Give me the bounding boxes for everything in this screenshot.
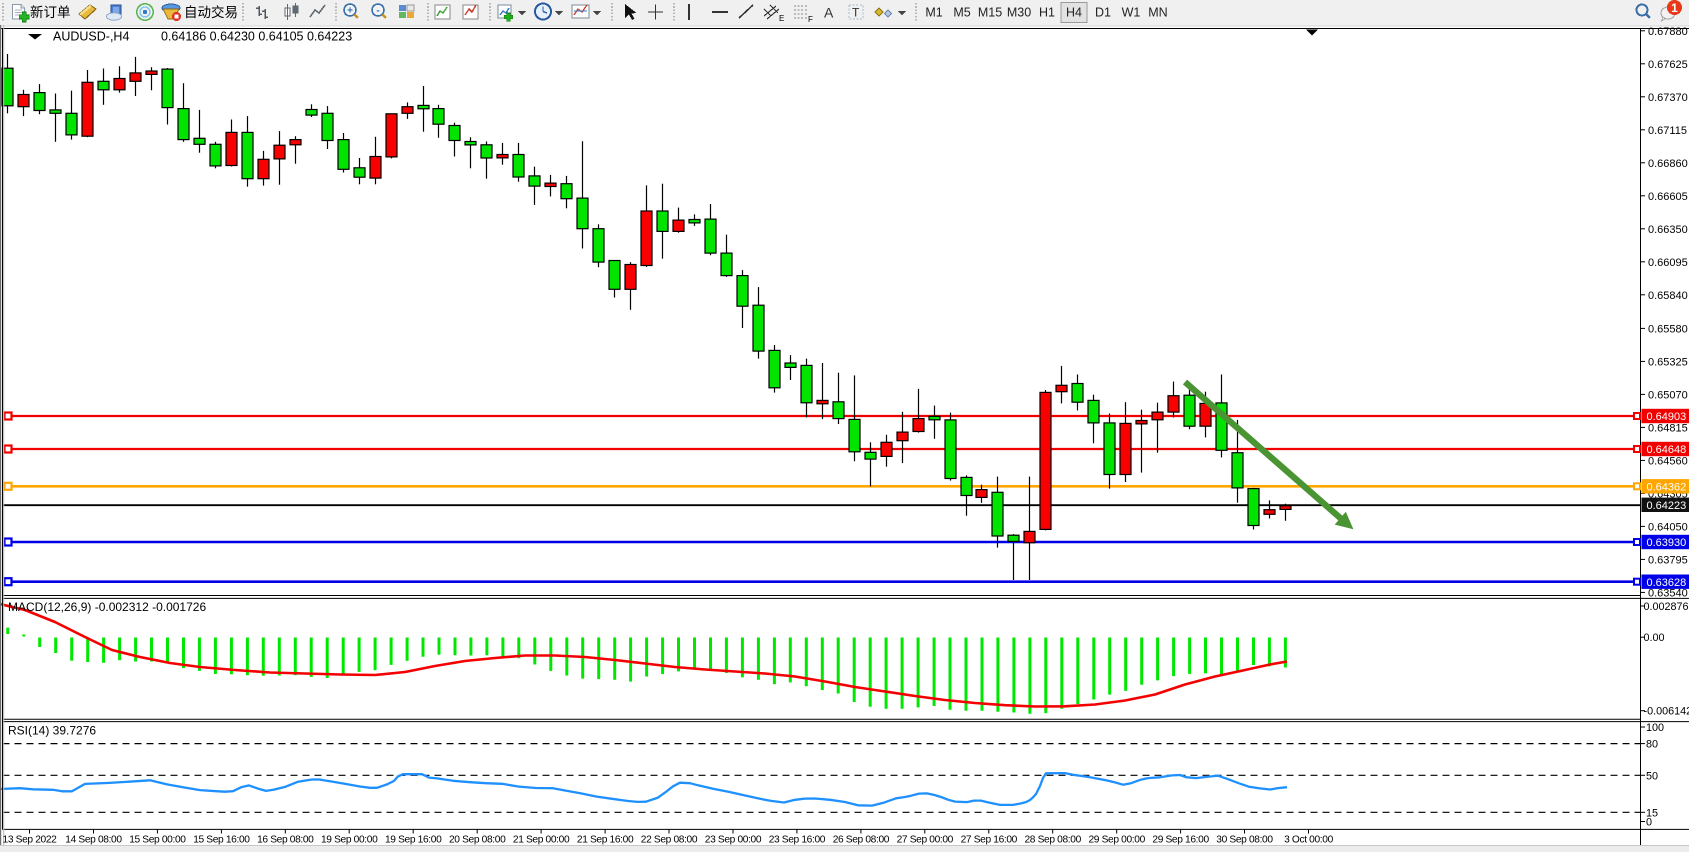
svg-text:19 Sep 00:00: 19 Sep 00:00 [321,835,378,846]
svg-text:80: 80 [1646,739,1658,751]
svg-text:14 Sep 08:00: 14 Sep 08:00 [65,835,122,846]
svg-text:0.002876: 0.002876 [1644,601,1689,613]
svg-text:0.65070: 0.65070 [1648,389,1688,401]
svg-text:21 Sep 00:00: 21 Sep 00:00 [513,835,570,846]
svg-text:-: - [376,6,379,17]
svg-text:0.67625: 0.67625 [1648,59,1688,71]
svg-text:26 Sep 08:00: 26 Sep 08:00 [833,835,890,846]
svg-text:0.65580: 0.65580 [1648,323,1688,335]
svg-text:0.64223: 0.64223 [1647,500,1687,512]
svg-text:M15: M15 [978,6,1002,20]
svg-text:0.64560: 0.64560 [1648,455,1688,467]
svg-text:0.64186 0.64230 0.64105 0.6422: 0.64186 0.64230 0.64105 0.64223 [161,30,352,44]
svg-text:29 Sep 16:00: 29 Sep 16:00 [1152,835,1209,846]
svg-text:29 Sep 00:00: 29 Sep 00:00 [1088,835,1145,846]
svg-text:19 Sep 16:00: 19 Sep 16:00 [385,835,442,846]
svg-text:0.64815: 0.64815 [1648,422,1688,434]
svg-text:H1: H1 [1039,6,1055,20]
svg-text:1: 1 [1671,1,1678,15]
svg-text:MN: MN [1148,6,1167,20]
svg-text:0.63930: 0.63930 [1647,537,1687,549]
svg-text:23 Sep 16:00: 23 Sep 16:00 [769,835,826,846]
svg-text:0.67880: 0.67880 [1648,26,1688,38]
svg-text:M30: M30 [1007,6,1031,20]
svg-text:100: 100 [1646,722,1664,734]
svg-text:22 Sep 08:00: 22 Sep 08:00 [641,835,698,846]
svg-text:0.63795: 0.63795 [1648,554,1688,566]
svg-text:-0.006142: -0.006142 [1644,706,1689,718]
svg-text:M5: M5 [953,6,970,20]
svg-text:W1: W1 [1122,6,1141,20]
svg-text:H4: H4 [1066,6,1082,20]
svg-text:16 Sep 08:00: 16 Sep 08:00 [257,835,314,846]
svg-text:27 Sep 16:00: 27 Sep 16:00 [961,835,1018,846]
svg-text:0.67115: 0.67115 [1648,125,1687,137]
svg-text:0.64648: 0.64648 [1647,444,1687,456]
svg-text:RSI(14) 39.7276: RSI(14) 39.7276 [8,724,96,738]
svg-text:0.63540: 0.63540 [1648,587,1688,599]
svg-text:A: A [824,5,834,21]
svg-text:0.00: 0.00 [1644,632,1665,644]
svg-text:3 Oct 00:00: 3 Oct 00:00 [1284,835,1334,846]
svg-text:27 Sep 00:00: 27 Sep 00:00 [897,835,954,846]
svg-text:23 Sep 00:00: 23 Sep 00:00 [705,835,762,846]
svg-text:自动交易: 自动交易 [184,4,238,20]
svg-text:28 Sep 08:00: 28 Sep 08:00 [1024,835,1081,846]
svg-text:T: T [852,6,860,20]
svg-text:F: F [808,15,813,24]
svg-text:0.65840: 0.65840 [1648,290,1688,302]
svg-text:0.63628: 0.63628 [1647,577,1687,589]
svg-text:15: 15 [1646,807,1658,819]
svg-text:0.66860: 0.66860 [1648,158,1688,170]
svg-text:E: E [779,14,784,23]
svg-text:15 Sep 00:00: 15 Sep 00:00 [129,835,186,846]
svg-text:AUDUSD-,H4: AUDUSD-,H4 [53,30,129,44]
svg-text:0.64903: 0.64903 [1647,411,1687,423]
svg-text:M1: M1 [925,6,942,20]
svg-text:新订单: 新订单 [30,5,71,20]
svg-text:0.66095: 0.66095 [1648,257,1688,269]
svg-text:0.64050: 0.64050 [1648,521,1688,533]
svg-text:15 Sep 16:00: 15 Sep 16:00 [193,835,250,846]
svg-text:0.66350: 0.66350 [1648,224,1688,236]
svg-text:0: 0 [1646,817,1652,829]
svg-text:MACD(12,26,9) -0.002312 -0.001: MACD(12,26,9) -0.002312 -0.001726 [8,600,206,614]
svg-text:0.66605: 0.66605 [1648,191,1688,203]
svg-text:21 Sep 16:00: 21 Sep 16:00 [577,835,634,846]
svg-text:13 Sep 2022: 13 Sep 2022 [3,835,58,846]
svg-text:+: + [347,6,353,17]
svg-text:20 Sep 08:00: 20 Sep 08:00 [449,835,506,846]
svg-text:0.65325: 0.65325 [1648,356,1688,368]
svg-text:0.67370: 0.67370 [1648,92,1688,104]
svg-text:30 Sep 08:00: 30 Sep 08:00 [1216,835,1273,846]
svg-text:50: 50 [1646,770,1658,782]
svg-text:0.64362: 0.64362 [1647,482,1687,494]
svg-text:D1: D1 [1095,6,1111,20]
